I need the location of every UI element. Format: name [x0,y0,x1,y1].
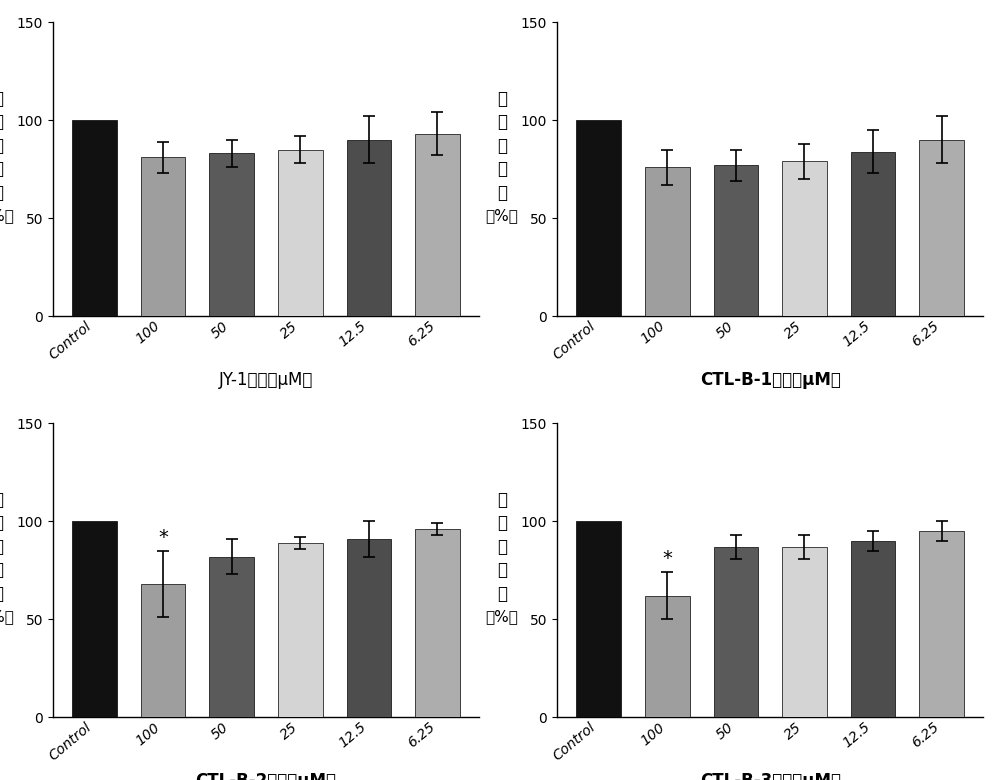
Bar [714,547,758,718]
Text: 胞: 胞 [497,515,507,533]
Text: 活: 活 [497,562,507,580]
Bar [782,161,827,316]
Bar [72,521,117,718]
Text: 活: 活 [0,160,3,178]
Text: 细: 细 [497,491,507,509]
Text: （%）: （%） [0,610,14,625]
Text: CTL-B-1浓度（μM）: CTL-B-1浓度（μM） [700,370,841,388]
Text: JY-1浓度（μM）: JY-1浓度（μM） [219,370,313,388]
Text: 存: 存 [497,136,507,154]
Text: 存: 存 [497,538,507,556]
Bar [347,140,391,316]
Bar [141,584,185,718]
Bar [72,120,117,316]
Text: 细: 细 [497,90,507,108]
Bar [714,165,758,316]
Bar [141,158,185,316]
Text: 率: 率 [0,585,3,603]
Bar [415,134,460,316]
Bar [919,531,964,718]
Bar [209,154,254,316]
Bar [851,541,895,718]
Bar [576,521,621,718]
Bar [415,529,460,718]
Text: （%）: （%） [0,208,14,224]
Text: 存: 存 [0,538,3,556]
Text: 率: 率 [497,183,507,201]
Text: 细: 细 [0,90,3,108]
Bar [209,557,254,718]
Text: （%）: （%） [485,208,518,224]
Bar [278,543,323,718]
Text: CTL-B-2浓度（μM）: CTL-B-2浓度（μM） [195,772,336,780]
Text: *: * [158,528,168,547]
Bar [576,120,621,316]
Text: 活: 活 [0,562,3,580]
Bar [919,140,964,316]
Text: CTL-B-3浓度（μM）: CTL-B-3浓度（μM） [700,772,841,780]
Bar [278,150,323,316]
Text: 率: 率 [497,585,507,603]
Text: 胞: 胞 [0,113,3,131]
Text: 活: 活 [497,160,507,178]
Text: 存: 存 [0,136,3,154]
Text: 细: 细 [0,491,3,509]
Text: *: * [662,549,672,569]
Bar [645,596,690,718]
Bar [645,167,690,316]
Text: 胞: 胞 [0,515,3,533]
Bar [347,539,391,718]
Bar [782,547,827,718]
Text: 胞: 胞 [497,113,507,131]
Bar [851,151,895,316]
Text: （%）: （%） [485,610,518,625]
Text: 率: 率 [0,183,3,201]
